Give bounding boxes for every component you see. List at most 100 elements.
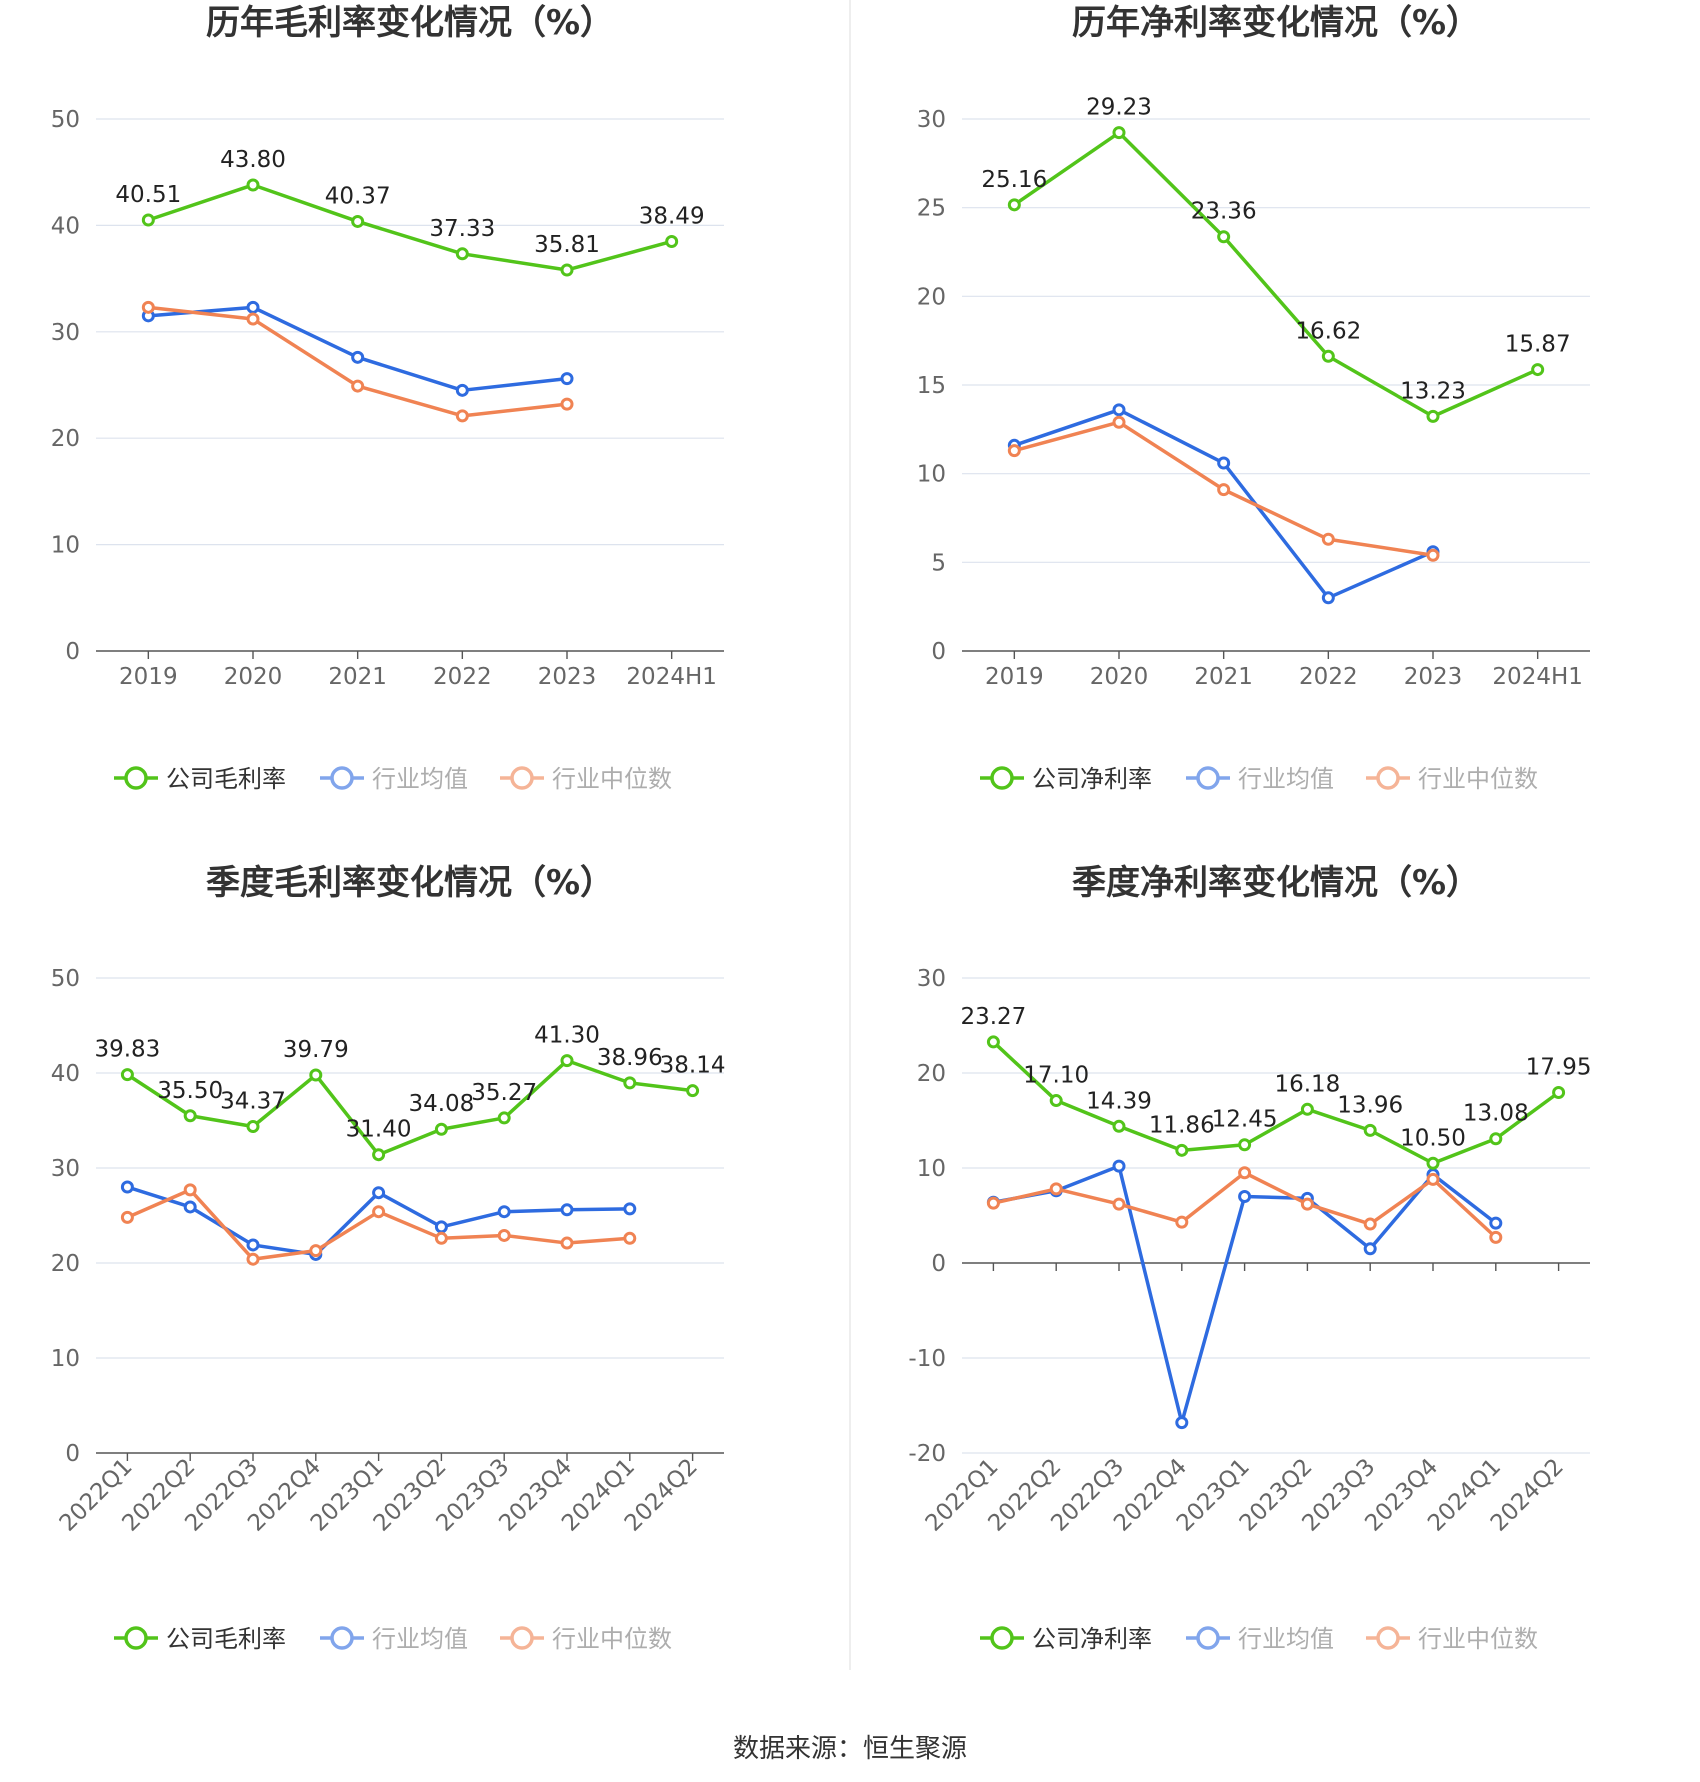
data-point-company xyxy=(560,263,574,277)
x-tick-label: 2024H1 xyxy=(626,664,716,690)
data-label: 17.95 xyxy=(1526,1054,1592,1080)
data-point-avg xyxy=(434,1220,448,1234)
y-tick-label: 40 xyxy=(51,1061,80,1087)
data-point-company xyxy=(246,1119,260,1133)
data-label: 43.80 xyxy=(220,147,286,173)
legend-item-company[interactable]: 公司净利率 xyxy=(980,765,1152,793)
legend-label: 行业中位数 xyxy=(552,765,672,793)
legend-item-median[interactable]: 行业中位数 xyxy=(500,765,672,793)
data-point-company xyxy=(1552,1085,1566,1099)
y-tick-label: -10 xyxy=(908,1346,946,1372)
y-tick-label: 0 xyxy=(931,639,946,665)
y-tick-label: 0 xyxy=(65,639,80,665)
chart-title: 季度毛利率变化情况（%） xyxy=(206,863,614,903)
legend-item-avg[interactable]: 行业均值 xyxy=(320,1625,468,1653)
legend-label: 公司净利率 xyxy=(1032,1625,1152,1653)
legend-marker xyxy=(510,766,534,790)
legend-item-company[interactable]: 公司毛利率 xyxy=(114,765,286,793)
legend-label: 行业均值 xyxy=(1238,1625,1334,1653)
data-point-company xyxy=(1217,230,1231,244)
y-tick-label: 0 xyxy=(65,1441,80,1467)
data-point-avg xyxy=(1175,1416,1189,1430)
legend-item-avg[interactable]: 行业均值 xyxy=(320,765,468,793)
data-label: 13.08 xyxy=(1463,1101,1529,1127)
x-tick-label: 2020 xyxy=(1090,664,1149,690)
data-point-company xyxy=(1112,126,1126,140)
x-tick-label: 2023 xyxy=(538,664,597,690)
legend-marker xyxy=(124,1626,148,1650)
legend-marker xyxy=(990,766,1014,790)
y-tick-label: 10 xyxy=(51,1346,80,1372)
data-label: 10.50 xyxy=(1400,1125,1466,1151)
legend-item-company[interactable]: 公司毛利率 xyxy=(114,1625,286,1653)
data-point-company xyxy=(1321,349,1335,363)
data-point-company xyxy=(623,1076,637,1090)
legend-item-median[interactable]: 行业中位数 xyxy=(500,1625,672,1653)
data-point-median xyxy=(1321,532,1335,546)
data-label: 16.18 xyxy=(1274,1071,1340,1097)
y-tick-label: 20 xyxy=(51,1251,80,1277)
data-label: 38.14 xyxy=(660,1053,726,1079)
legend-marker xyxy=(330,1626,354,1650)
data-point-avg xyxy=(623,1202,637,1216)
data-point-avg xyxy=(1321,591,1335,605)
data-point-median xyxy=(1217,483,1231,497)
data-label: 40.37 xyxy=(325,183,391,209)
data-point-avg xyxy=(246,1238,260,1252)
data-point-avg xyxy=(1363,1242,1377,1256)
legend-marker xyxy=(990,1626,1014,1650)
data-label: 41.30 xyxy=(534,1023,600,1049)
data-point-avg xyxy=(1217,456,1231,470)
legend-item-median[interactable]: 行业中位数 xyxy=(1366,1625,1538,1653)
data-point-median xyxy=(309,1244,323,1258)
data-label: 38.96 xyxy=(597,1045,663,1071)
data-point-median xyxy=(141,300,155,314)
legend-item-avg[interactable]: 行业均值 xyxy=(1186,765,1334,793)
data-point-median xyxy=(1175,1215,1189,1229)
data-point-company xyxy=(1531,363,1545,377)
y-tick-label: 30 xyxy=(917,107,946,133)
data-point-avg xyxy=(1489,1216,1503,1230)
y-tick-label: 10 xyxy=(917,1156,946,1182)
data-point-median xyxy=(1489,1230,1503,1244)
data-point-avg xyxy=(560,1203,574,1217)
legend-item-company[interactable]: 公司净利率 xyxy=(980,1625,1152,1653)
data-point-median xyxy=(560,397,574,411)
legend-label: 公司净利率 xyxy=(1032,765,1152,793)
data-label: 14.39 xyxy=(1086,1088,1152,1114)
data-point-median xyxy=(623,1231,637,1245)
data-point-avg xyxy=(1112,403,1126,417)
data-point-company xyxy=(1175,1143,1189,1157)
series-line-avg xyxy=(1013,408,1434,600)
legend-marker xyxy=(330,766,354,790)
data-label: 31.40 xyxy=(346,1117,412,1143)
chart-4: 季度净利率变化情况（%）-20-1001020302022Q12022Q2202… xyxy=(908,863,1591,1653)
series-line-median xyxy=(993,1171,1497,1239)
legend-label: 行业均值 xyxy=(1238,765,1334,793)
data-label: 39.79 xyxy=(283,1037,349,1063)
legend-item-median[interactable]: 行业中位数 xyxy=(1366,765,1538,793)
data-point-median xyxy=(1238,1166,1252,1180)
legend-marker xyxy=(124,766,148,790)
x-tick-label: 2022 xyxy=(1299,664,1358,690)
data-point-median xyxy=(1112,1197,1126,1211)
data-point-company xyxy=(372,1148,386,1162)
x-tick-label: 2021 xyxy=(1194,664,1253,690)
chart-title: 历年净利率变化情况（%） xyxy=(1072,3,1480,43)
data-point-company xyxy=(309,1068,323,1082)
data-label: 35.50 xyxy=(157,1078,223,1104)
data-point-company xyxy=(141,213,155,227)
series-line-company xyxy=(126,1058,693,1157)
data-point-company xyxy=(1112,1119,1126,1133)
data-point-avg xyxy=(183,1200,197,1214)
data-point-avg xyxy=(1238,1190,1252,1203)
data-point-company xyxy=(120,1068,134,1082)
data-label: 37.33 xyxy=(429,216,495,242)
legend-item-avg[interactable]: 行业均值 xyxy=(1186,1625,1334,1653)
y-tick-label: 20 xyxy=(917,284,946,310)
legend-label: 公司毛利率 xyxy=(166,1625,286,1653)
data-point-avg xyxy=(560,372,574,386)
data-point-company xyxy=(1363,1123,1377,1137)
data-point-company xyxy=(351,214,365,228)
